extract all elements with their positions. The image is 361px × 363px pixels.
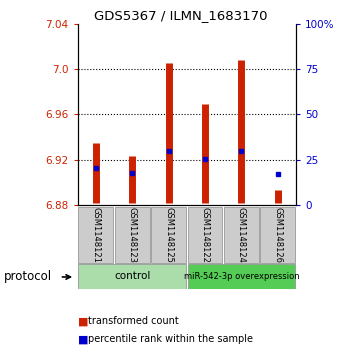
Text: GSM1148122: GSM1148122 [200,207,209,263]
Text: GSM1148121: GSM1148121 [91,207,100,263]
Text: ■: ■ [78,316,88,326]
Text: GSM1148125: GSM1148125 [164,207,173,263]
Text: control: control [114,271,151,281]
Bar [224,207,259,263]
Bar [260,207,295,263]
Text: protocol: protocol [4,270,52,284]
Bar [188,207,222,263]
Bar [78,264,186,289]
Text: transformed count: transformed count [88,316,179,326]
Text: GDS5367 / ILMN_1683170: GDS5367 / ILMN_1683170 [94,9,267,22]
Text: miR-542-3p overexpression: miR-542-3p overexpression [184,272,299,281]
Text: ■: ■ [78,334,88,344]
Bar [188,264,295,289]
Text: GSM1148123: GSM1148123 [128,207,137,263]
Bar [115,207,150,263]
Bar [78,207,113,263]
Text: GSM1148124: GSM1148124 [237,207,246,263]
Text: GSM1148126: GSM1148126 [273,207,282,263]
Text: percentile rank within the sample: percentile rank within the sample [88,334,253,344]
Bar [151,207,186,263]
